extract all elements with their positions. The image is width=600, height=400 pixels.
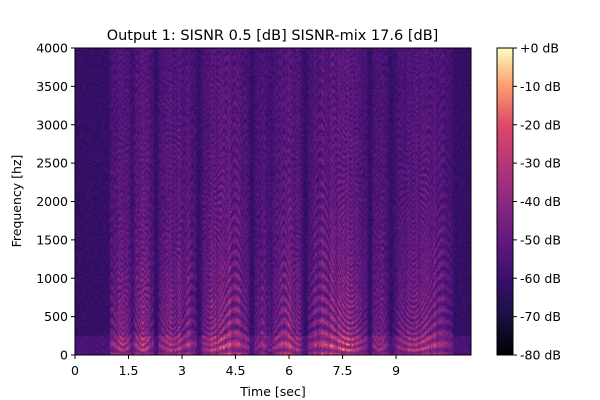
colorbar: +0 dB -10 dB -20 dB -30 dB -40 dB -50 dB -60 d… — [496, 41, 561, 363]
y-axis: 0 500 1000 1500 2000 2500 3000 3500 4000 — [36, 41, 75, 363]
x-tick-label: 9 — [392, 363, 400, 378]
x-tick-label: 4.5 — [226, 363, 246, 378]
y-tick-label: 0 — [60, 348, 68, 363]
colorbar-tick-label: -60 dB — [520, 271, 561, 286]
colorbar-tick-label: -80 dB — [520, 348, 561, 363]
y-axis-label: Frequency [hz] — [9, 155, 24, 248]
plot-area — [74, 47, 472, 356]
x-tick-label: 0 — [71, 363, 79, 378]
colorbar-tick-label: -10 dB — [520, 79, 561, 94]
colorbar-tick-label: +0 dB — [520, 41, 559, 56]
y-tick-label: 1000 — [36, 271, 68, 286]
colorbar-tick-label: -40 dB — [520, 194, 561, 209]
colorbar-tick-label: -20 dB — [520, 117, 561, 132]
colorbar-ticks: +0 dB -10 dB -20 dB -30 dB -40 dB -50 dB -60 d… — [513, 41, 561, 363]
x-tick-label: 6 — [285, 363, 293, 378]
colorbar-tick-label: -50 dB — [520, 232, 561, 247]
chart-title: Output 1: SISNR 0.5 [dB] SISNR-mix 17.6 … — [107, 28, 439, 44]
y-tick-label: 3000 — [36, 117, 68, 132]
y-tick-label: 2000 — [36, 194, 68, 209]
y-tick-label: 1500 — [36, 232, 68, 247]
colorbar-gradient — [496, 47, 514, 356]
x-tick-label: 1.5 — [119, 363, 139, 378]
x-tick-label: 3 — [178, 363, 186, 378]
colorbar-tick-label: -70 dB — [520, 309, 561, 324]
x-tick-label: 7.5 — [333, 363, 353, 378]
y-tick-label: 500 — [44, 309, 68, 324]
y-tick-label: 2500 — [36, 156, 68, 171]
x-axis-label: Time [sec] — [239, 384, 305, 399]
y-tick-label: 4000 — [36, 41, 68, 56]
colorbar-tick-label: -30 dB — [520, 156, 561, 171]
x-axis: 0 1.5 3 4.5 6 7.5 9 — [71, 355, 400, 378]
y-tick-label: 3500 — [36, 79, 68, 94]
spectrogram-image — [75, 48, 471, 355]
